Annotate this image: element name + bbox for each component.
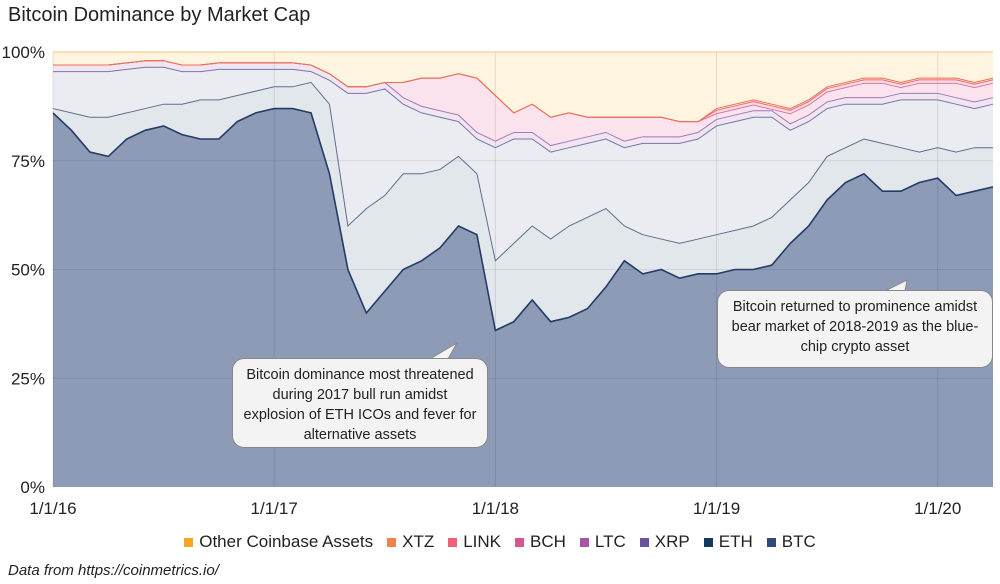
legend-label: ETH — [718, 532, 753, 551]
legend-item: ETH — [703, 532, 753, 552]
area-other-coinbase-assets — [53, 52, 993, 122]
area-eth — [53, 82, 993, 331]
legend-swatch — [448, 537, 458, 547]
y-tick-label: 100% — [2, 43, 45, 62]
annotation-pointer — [884, 279, 908, 292]
legend-swatch — [387, 537, 397, 547]
area-ltc — [53, 60, 993, 153]
line-xtz — [53, 60, 994, 123]
legend-swatch — [515, 537, 525, 547]
x-tick-label: 1/1/19 — [693, 499, 740, 518]
chart-title: Bitcoin Dominance by Market Cap — [8, 4, 311, 26]
y-tick-label: 25% — [11, 369, 45, 388]
line-eth — [52, 81, 993, 262]
legend-item: XRP — [639, 532, 690, 552]
legend-swatch — [703, 537, 713, 547]
annotation-2019: Bitcoin returned to prominence amidst be… — [717, 290, 993, 368]
y-tick-label: 0% — [20, 478, 45, 497]
legend-label: XTZ — [402, 532, 435, 551]
x-tick-label: 1/1/20 — [914, 499, 961, 518]
annotation-text-2019: Bitcoin returned to prominence amidst be… — [731, 299, 979, 355]
legend-item: BTC — [766, 532, 816, 552]
y-tick-label: 75% — [11, 152, 45, 171]
annotation-2017: Bitcoin dominance most threatened during… — [232, 358, 488, 448]
legend-item: LINK — [448, 532, 501, 552]
legend-swatch — [766, 537, 776, 547]
line-xrp — [53, 66, 994, 153]
annotation-pointer — [429, 341, 459, 360]
legend-label: XRP — [654, 532, 690, 551]
x-tick-label: 1/1/18 — [472, 499, 519, 518]
legend-item: BCH — [515, 532, 566, 552]
x-tick-label: 1/1/17 — [251, 499, 298, 518]
legend-item: Other Coinbase Assets — [184, 532, 373, 552]
legend-swatch — [184, 537, 194, 547]
area-xrp — [53, 67, 993, 261]
legend-item: XTZ — [387, 532, 434, 552]
legend-label: LTC — [594, 532, 626, 551]
legend-swatch — [579, 537, 589, 547]
legend-item: LTC — [579, 532, 626, 552]
y-tick-label: 50% — [11, 261, 45, 280]
area-bch — [53, 60, 993, 146]
x-tick-label: 1/1/16 — [29, 499, 76, 518]
legend-label: BTC — [781, 532, 816, 551]
legend-label: LINK — [463, 532, 502, 551]
legend-swatch — [639, 537, 649, 547]
legend-label: BCH — [530, 532, 566, 551]
legend-label: Other Coinbase Assets — [199, 532, 374, 551]
line-btc — [52, 107, 994, 332]
footer-source: Data from https://coinmetrics.io/ — [8, 562, 219, 579]
legend: Other Coinbase Assets XTZ LINK BCH LTC XRP ETH… — [0, 532, 1000, 552]
annotation-text-2017: Bitcoin dominance most threatened during… — [243, 367, 477, 443]
